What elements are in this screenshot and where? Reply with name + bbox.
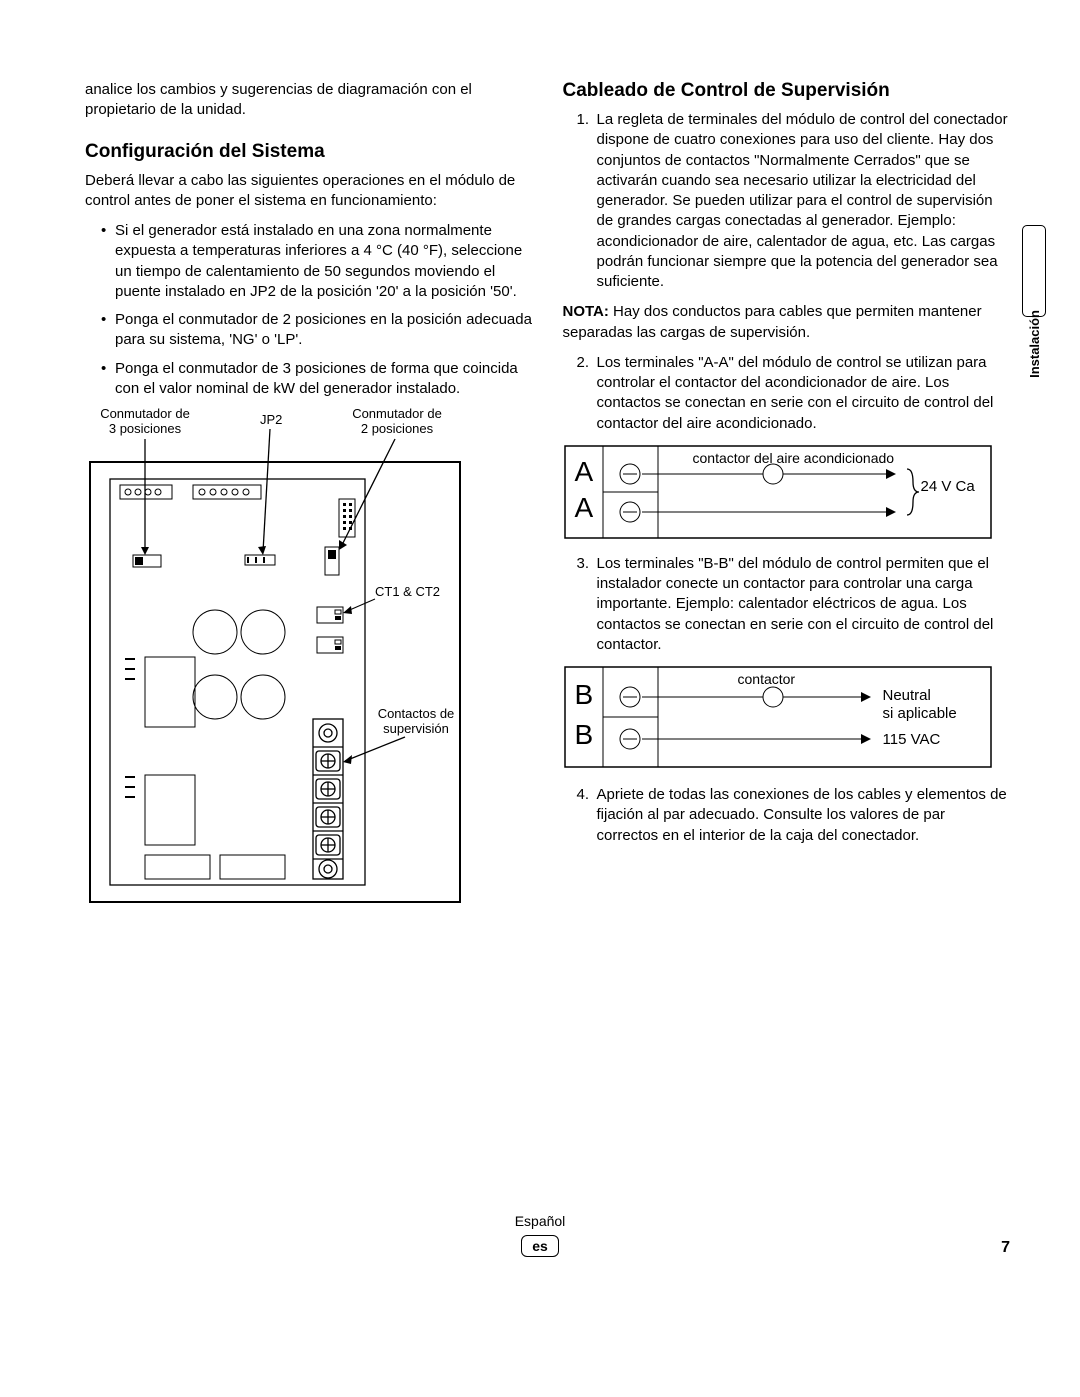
heading-cable: Cableado de Control de Supervisión bbox=[563, 80, 1011, 102]
cable-list-3: 3.Los terminales "B-B" del módulo de con… bbox=[563, 554, 1011, 655]
board-svg bbox=[85, 407, 465, 907]
diag-a-svg bbox=[563, 444, 993, 544]
bullet-item: Ponga el conmutador de 2 posiciones en l… bbox=[115, 310, 533, 351]
diagram-b: B B contactor Neutral si aplicable 115 V… bbox=[563, 665, 993, 775]
page-number: 7 bbox=[1001, 1239, 1010, 1257]
list-item: 3.Los terminales "B-B" del módulo de con… bbox=[597, 554, 1011, 655]
bullet-item: Si el generador está instalado en una zo… bbox=[115, 221, 533, 302]
cable-list-2: 2.Los terminales "A-A" del módulo de con… bbox=[563, 353, 1011, 434]
config-para: Deberá llevar a cabo las siguientes oper… bbox=[85, 171, 533, 212]
side-tab: Instalación bbox=[1022, 225, 1046, 317]
list-item: 1.La regleta de terminales del módulo de… bbox=[597, 110, 1011, 292]
control-board-diagram: Conmutador de 3 posiciones JP2 Conmutado… bbox=[85, 407, 465, 907]
intro-text: analice los cambios y sugerencias de dia… bbox=[85, 80, 533, 121]
nota-line: NOTA: Hay dos conductos para cables que … bbox=[563, 302, 1011, 343]
footer-lang-pill: es bbox=[521, 1235, 559, 1257]
side-tab-label: Instalación bbox=[1027, 310, 1042, 378]
nota-text: Hay dos conductos para cables que permit… bbox=[563, 303, 982, 340]
heading-config: Configuración del Sistema bbox=[85, 141, 533, 163]
list-item: 2.Los terminales "A-A" del módulo de con… bbox=[597, 353, 1011, 434]
diag-b-svg bbox=[563, 665, 993, 775]
cable-list-1: 1.La regleta de terminales del módulo de… bbox=[563, 110, 1011, 292]
footer: Español es bbox=[0, 1213, 1080, 1257]
footer-language: Español bbox=[0, 1213, 1080, 1229]
cable-list-4: 4.Apriete de todas las conexiones de los… bbox=[563, 785, 1011, 846]
config-bullets: Si el generador está instalado en una zo… bbox=[85, 221, 533, 399]
right-column: Cableado de Control de Supervisión 1.La … bbox=[563, 80, 1011, 907]
diagram-a: A A contactor del aire acondicionado 24 … bbox=[563, 444, 993, 544]
nota-bold: NOTA: bbox=[563, 303, 609, 320]
left-column: analice los cambios y sugerencias de dia… bbox=[85, 80, 533, 907]
bullet-item: Ponga el conmutador de 3 posiciones de f… bbox=[115, 359, 533, 400]
list-item: 4.Apriete de todas las conexiones de los… bbox=[597, 785, 1011, 846]
